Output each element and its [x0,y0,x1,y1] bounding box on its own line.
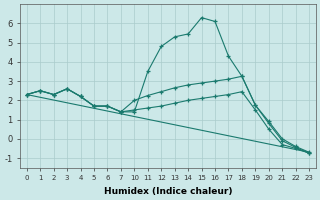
X-axis label: Humidex (Indice chaleur): Humidex (Indice chaleur) [104,187,232,196]
